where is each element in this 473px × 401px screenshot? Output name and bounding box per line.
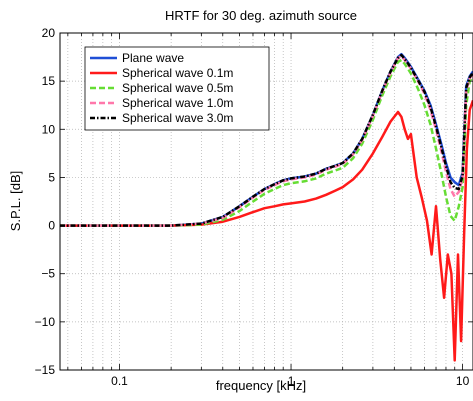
y-tick-label: −5 <box>41 267 55 281</box>
legend-label-4: Spherical wave 3.0m <box>122 111 233 125</box>
series-line-1 <box>60 99 473 362</box>
y-tick-label: 0 <box>48 219 55 233</box>
y-tick-label: 10 <box>42 122 56 136</box>
y-tick-label: 20 <box>42 26 56 40</box>
legend-box <box>84 46 270 131</box>
x-tick-label: 10 <box>456 374 470 388</box>
legend-label-3: Spherical wave 1.0m <box>122 96 233 110</box>
y-axis-title: S.P.L. [dB] <box>8 171 23 231</box>
legend-label-1: Spherical wave 0.1m <box>122 66 233 80</box>
legend-label-0: Plane wave <box>122 51 184 65</box>
x-tick-label: 0.1 <box>111 374 128 388</box>
x-tick-label: 1 <box>288 374 295 388</box>
y-tick-label: 15 <box>42 74 56 88</box>
y-tick-label: −15 <box>35 363 56 377</box>
series-line-2 <box>60 58 473 227</box>
chart-title: HRTF for 30 deg. azimuth source <box>165 8 357 23</box>
series-group <box>60 52 473 362</box>
y-tick-label: 5 <box>48 170 55 184</box>
series-line-4 <box>60 53 473 227</box>
y-tick-label: −10 <box>35 315 56 329</box>
legend-label-2: Spherical wave 0.5m <box>122 81 233 95</box>
axes-frame <box>59 32 473 371</box>
x-axis-title: frequency [kHz] <box>216 378 306 393</box>
plot-area: 0.1 1 10 20 15 10 5 0 −5 −10 −15 <box>35 26 473 388</box>
